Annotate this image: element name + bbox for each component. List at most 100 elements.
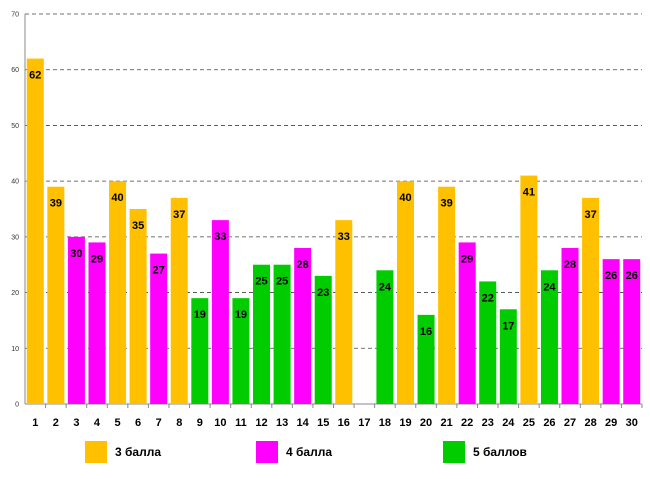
x-tick-label-11: 11: [235, 417, 247, 429]
x-tick-label-22: 22: [461, 417, 473, 429]
data-label-2: 39: [50, 198, 62, 210]
bar-6: [129, 209, 147, 404]
data-label-14: 28: [297, 259, 309, 271]
bar-25: [520, 175, 538, 404]
y-tick-label-70: 70: [11, 12, 19, 19]
legend-swatch-3-balla: [85, 441, 107, 463]
data-label-23: 22: [482, 292, 494, 304]
bar-21: [438, 186, 456, 404]
x-tick-label-30: 30: [626, 417, 638, 429]
x-tick-label-29: 29: [605, 417, 617, 429]
data-label-19: 40: [399, 192, 411, 204]
data-label-26: 24: [543, 281, 556, 293]
bar-chart: 0102030405060706213923032944053562773781…: [11, 12, 643, 429]
bar-2: [47, 186, 65, 404]
bar-11: [232, 298, 250, 404]
bar-14: [294, 248, 312, 404]
x-tick-label-2: 2: [53, 417, 59, 429]
data-label-30: 26: [626, 270, 638, 282]
bar-19: [396, 181, 414, 404]
data-label-27: 28: [564, 259, 576, 271]
x-tick-label-15: 15: [317, 417, 329, 429]
bar-12: [253, 264, 271, 404]
x-tick-label-18: 18: [379, 417, 391, 429]
x-tick-label-28: 28: [584, 417, 596, 429]
bar-29: [602, 259, 620, 404]
x-tick-label-6: 6: [135, 417, 141, 429]
legend-label-5-ballov: 5 баллов: [473, 445, 527, 459]
x-tick-label-12: 12: [255, 417, 267, 429]
data-label-18: 24: [379, 281, 392, 293]
legend-item-5-ballov: 5 баллов: [443, 440, 527, 464]
bar-5: [109, 181, 127, 404]
x-tick-label-25: 25: [523, 417, 535, 429]
legend-item-4-balla: 4 балла: [256, 440, 332, 464]
data-label-29: 26: [605, 270, 617, 282]
data-label-21: 39: [440, 198, 452, 210]
y-tick-label-10: 10: [11, 346, 19, 353]
bar-9: [191, 298, 209, 404]
legend-swatch-4-balla: [256, 441, 278, 463]
bar-10: [211, 220, 229, 404]
legend-swatch-5-ballov: [443, 441, 465, 463]
x-tick-label-5: 5: [114, 417, 120, 429]
data-label-25: 41: [523, 187, 535, 199]
bar-23: [479, 281, 497, 404]
bar-7: [150, 253, 168, 404]
x-tick-label-7: 7: [156, 417, 162, 429]
data-label-3: 30: [70, 248, 82, 260]
bar-3: [67, 236, 85, 404]
x-tick-label-8: 8: [176, 417, 182, 429]
data-label-4: 29: [91, 253, 103, 265]
bar-20: [417, 314, 435, 404]
data-label-6: 35: [132, 220, 144, 232]
data-label-22: 29: [461, 253, 473, 265]
data-label-8: 37: [173, 209, 185, 221]
x-tick-label-4: 4: [94, 417, 101, 429]
x-tick-label-3: 3: [73, 417, 79, 429]
data-label-28: 37: [584, 209, 596, 221]
x-tick-label-26: 26: [543, 417, 555, 429]
x-tick-label-1: 1: [32, 417, 38, 429]
y-tick-label-0: 0: [15, 402, 19, 409]
data-label-1: 62: [29, 70, 41, 82]
data-label-7: 27: [153, 265, 165, 277]
data-label-16: 33: [338, 231, 350, 243]
data-label-13: 25: [276, 276, 288, 288]
x-tick-label-19: 19: [399, 417, 411, 429]
x-tick-label-27: 27: [564, 417, 576, 429]
bar-26: [540, 270, 558, 404]
x-tick-label-14: 14: [297, 417, 310, 429]
x-tick-label-21: 21: [440, 417, 452, 429]
bar-15: [314, 275, 332, 404]
x-tick-label-20: 20: [420, 417, 432, 429]
x-tick-label-24: 24: [502, 417, 515, 429]
legend-item-3-balla: 3 балла: [85, 440, 161, 464]
bar-27: [561, 248, 579, 404]
y-tick-label-40: 40: [11, 179, 19, 186]
legend-label-4-balla: 4 балла: [286, 445, 333, 459]
y-tick-label-50: 50: [11, 123, 19, 130]
x-tick-label-9: 9: [197, 417, 203, 429]
x-tick-label-23: 23: [482, 417, 494, 429]
bar-18: [376, 270, 394, 404]
bar-13: [273, 264, 291, 404]
x-tick-label-17: 17: [358, 417, 370, 429]
x-tick-label-13: 13: [276, 417, 288, 429]
data-label-20: 16: [420, 326, 432, 338]
bar-16: [335, 220, 353, 404]
bar-28: [582, 197, 600, 404]
y-tick-label-60: 60: [11, 67, 19, 74]
data-label-12: 25: [255, 276, 267, 288]
x-tick-label-10: 10: [214, 417, 226, 429]
x-tick-label-16: 16: [338, 417, 350, 429]
bar-1: [26, 58, 44, 404]
data-label-11: 19: [235, 309, 247, 321]
legend-label-3-balla: 3 балла: [115, 445, 162, 459]
y-tick-label-30: 30: [11, 234, 19, 241]
bar-24: [499, 309, 517, 404]
data-label-24: 17: [502, 320, 514, 332]
bar-30: [623, 259, 641, 404]
data-label-15: 23: [317, 287, 329, 299]
data-label-5: 40: [111, 192, 123, 204]
